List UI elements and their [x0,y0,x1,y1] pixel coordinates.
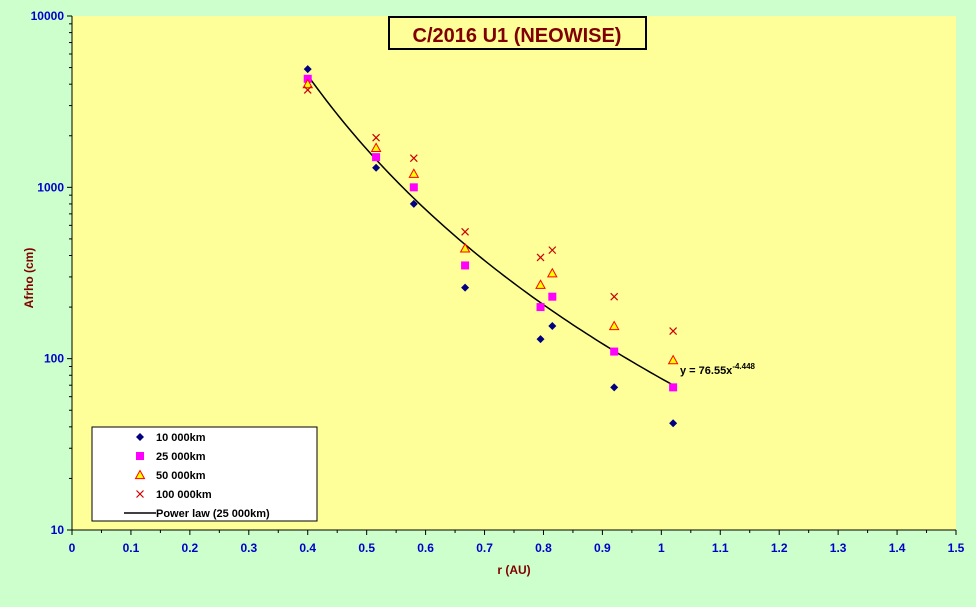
x-tick-label: 0.4 [299,541,316,555]
data-point [372,133,381,142]
data-markers [302,65,679,428]
data-point [548,246,557,255]
data-point [669,419,678,428]
x-tick-label: 1.1 [712,541,729,555]
x-tick-label: 0.8 [535,541,552,555]
data-point [461,227,470,236]
legend-label: 25 000km [156,451,206,463]
x-tick-label: 0.6 [417,541,434,555]
data-point [302,78,314,89]
y-tick-label: 100 [44,352,64,366]
chart-title: C/2016 U1 (NEOWISE) [413,25,622,47]
x-tick-label: 1 [658,541,665,555]
x-tick-label: 0.9 [594,541,611,555]
legend-label: 100 000km [156,489,212,501]
legend-marker [136,433,144,441]
y-tick-label: 1000 [37,180,64,194]
x-tick-label: 1.5 [948,541,965,555]
x-tick-label: 1.3 [830,541,847,555]
data-point [409,199,418,208]
data-point [610,383,619,392]
data-point [610,347,619,356]
x-tick-label: 1.2 [771,541,788,555]
x-tick-label: 0.2 [182,541,199,555]
data-point [548,322,557,331]
data-point [667,354,679,365]
legend-label: 10 000km [156,432,206,444]
legend-items: 10 000km 25 000km 50 000km 100 000km Power l… [124,432,270,520]
x-tick-label: 0.3 [240,541,257,555]
y-tick-label: 10000 [31,9,65,23]
data-point [536,335,545,344]
data-point [461,261,470,270]
x-tick-label: 0.5 [358,541,375,555]
fit-equation-base: y = 76.55x [680,365,733,377]
data-point [548,292,557,301]
data-point [459,242,471,253]
x-tick-label: 0 [69,541,76,555]
data-point [303,86,312,94]
data-point [408,168,420,178]
legend-box [91,426,318,522]
data-point [669,383,678,392]
data-point [372,153,381,162]
legend-label: Power law (25 000km) [156,508,270,520]
data-point [372,163,381,172]
legend-label: 50 000km [156,470,206,482]
y-axis-title: Afrho (cm) [22,248,36,309]
legend-marker [134,469,146,480]
legend-marker [136,490,144,498]
data-point [546,267,558,278]
data-point [535,279,546,289]
x-ticks: 0 0.1 0.2 0.3 0.4 0.5 0.6 0.7 0.8 0.9 1 1.1 1.2 1.3 1.… [69,530,965,555]
data-point [461,283,470,292]
data-point [669,327,678,335]
data-point [370,142,382,152]
x-axis-title: r (AU) [497,563,530,577]
data-point [610,292,619,301]
fit-equation: y = 76.55x-4.448 [680,362,756,377]
data-point [536,253,545,262]
y-ticks: 10 100 1000 10000 [31,9,72,537]
data-point [536,303,545,312]
data-point [303,65,312,74]
y-tick-label: 10 [51,523,65,537]
x-tick-label: 0.7 [476,541,493,555]
y-minor-ticks [69,23,72,479]
data-point [409,154,418,163]
x-tick-label: 1.4 [889,541,906,555]
data-point [409,183,418,192]
legend-marker [136,452,144,460]
title-box [388,16,647,50]
x-tick-label: 0.1 [123,541,140,555]
fit-equation-exponent: -4.448 [732,362,755,371]
data-point [608,320,620,331]
